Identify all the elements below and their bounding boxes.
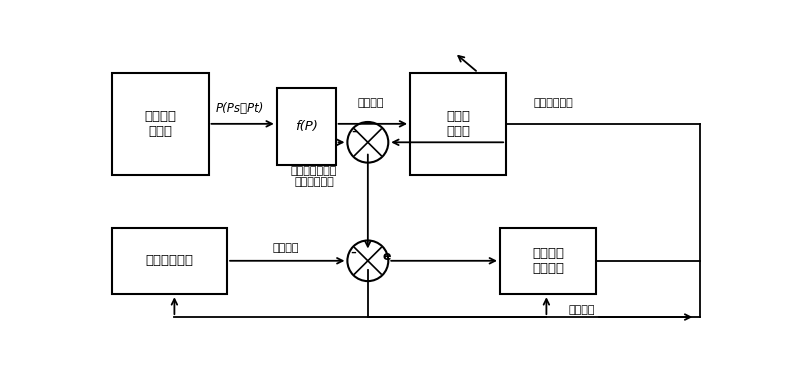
Text: 激波干扰信号对
消后气压高度: 激波干扰信号对 消后气压高度 [290, 166, 337, 187]
Text: 激波干扰信号: 激波干扰信号 [534, 98, 574, 108]
Ellipse shape [347, 122, 388, 163]
Text: 高度通道
阻尼算法: 高度通道 阻尼算法 [532, 247, 564, 275]
Text: 组合高度: 组合高度 [568, 305, 594, 315]
Text: -: - [351, 122, 357, 140]
Text: e: e [382, 250, 390, 263]
Text: 惯导高度: 惯导高度 [273, 243, 299, 253]
Bar [277, 88, 336, 165]
Text: 自适应
滤波器: 自适应 滤波器 [446, 110, 470, 138]
Text: 气压高度: 气压高度 [358, 98, 384, 108]
Ellipse shape [347, 241, 388, 281]
Text: 大气数据
传感器: 大气数据 传感器 [145, 110, 177, 138]
Text: f(P): f(P) [294, 120, 318, 133]
Bar [112, 73, 209, 175]
Bar [410, 73, 506, 175]
Bar [500, 228, 596, 294]
Bar [112, 228, 227, 294]
Text: 惯导高度通道: 惯导高度通道 [146, 255, 194, 268]
Text: P(Ps、Pt): P(Ps、Pt) [215, 102, 264, 115]
Text: -: - [350, 243, 356, 261]
